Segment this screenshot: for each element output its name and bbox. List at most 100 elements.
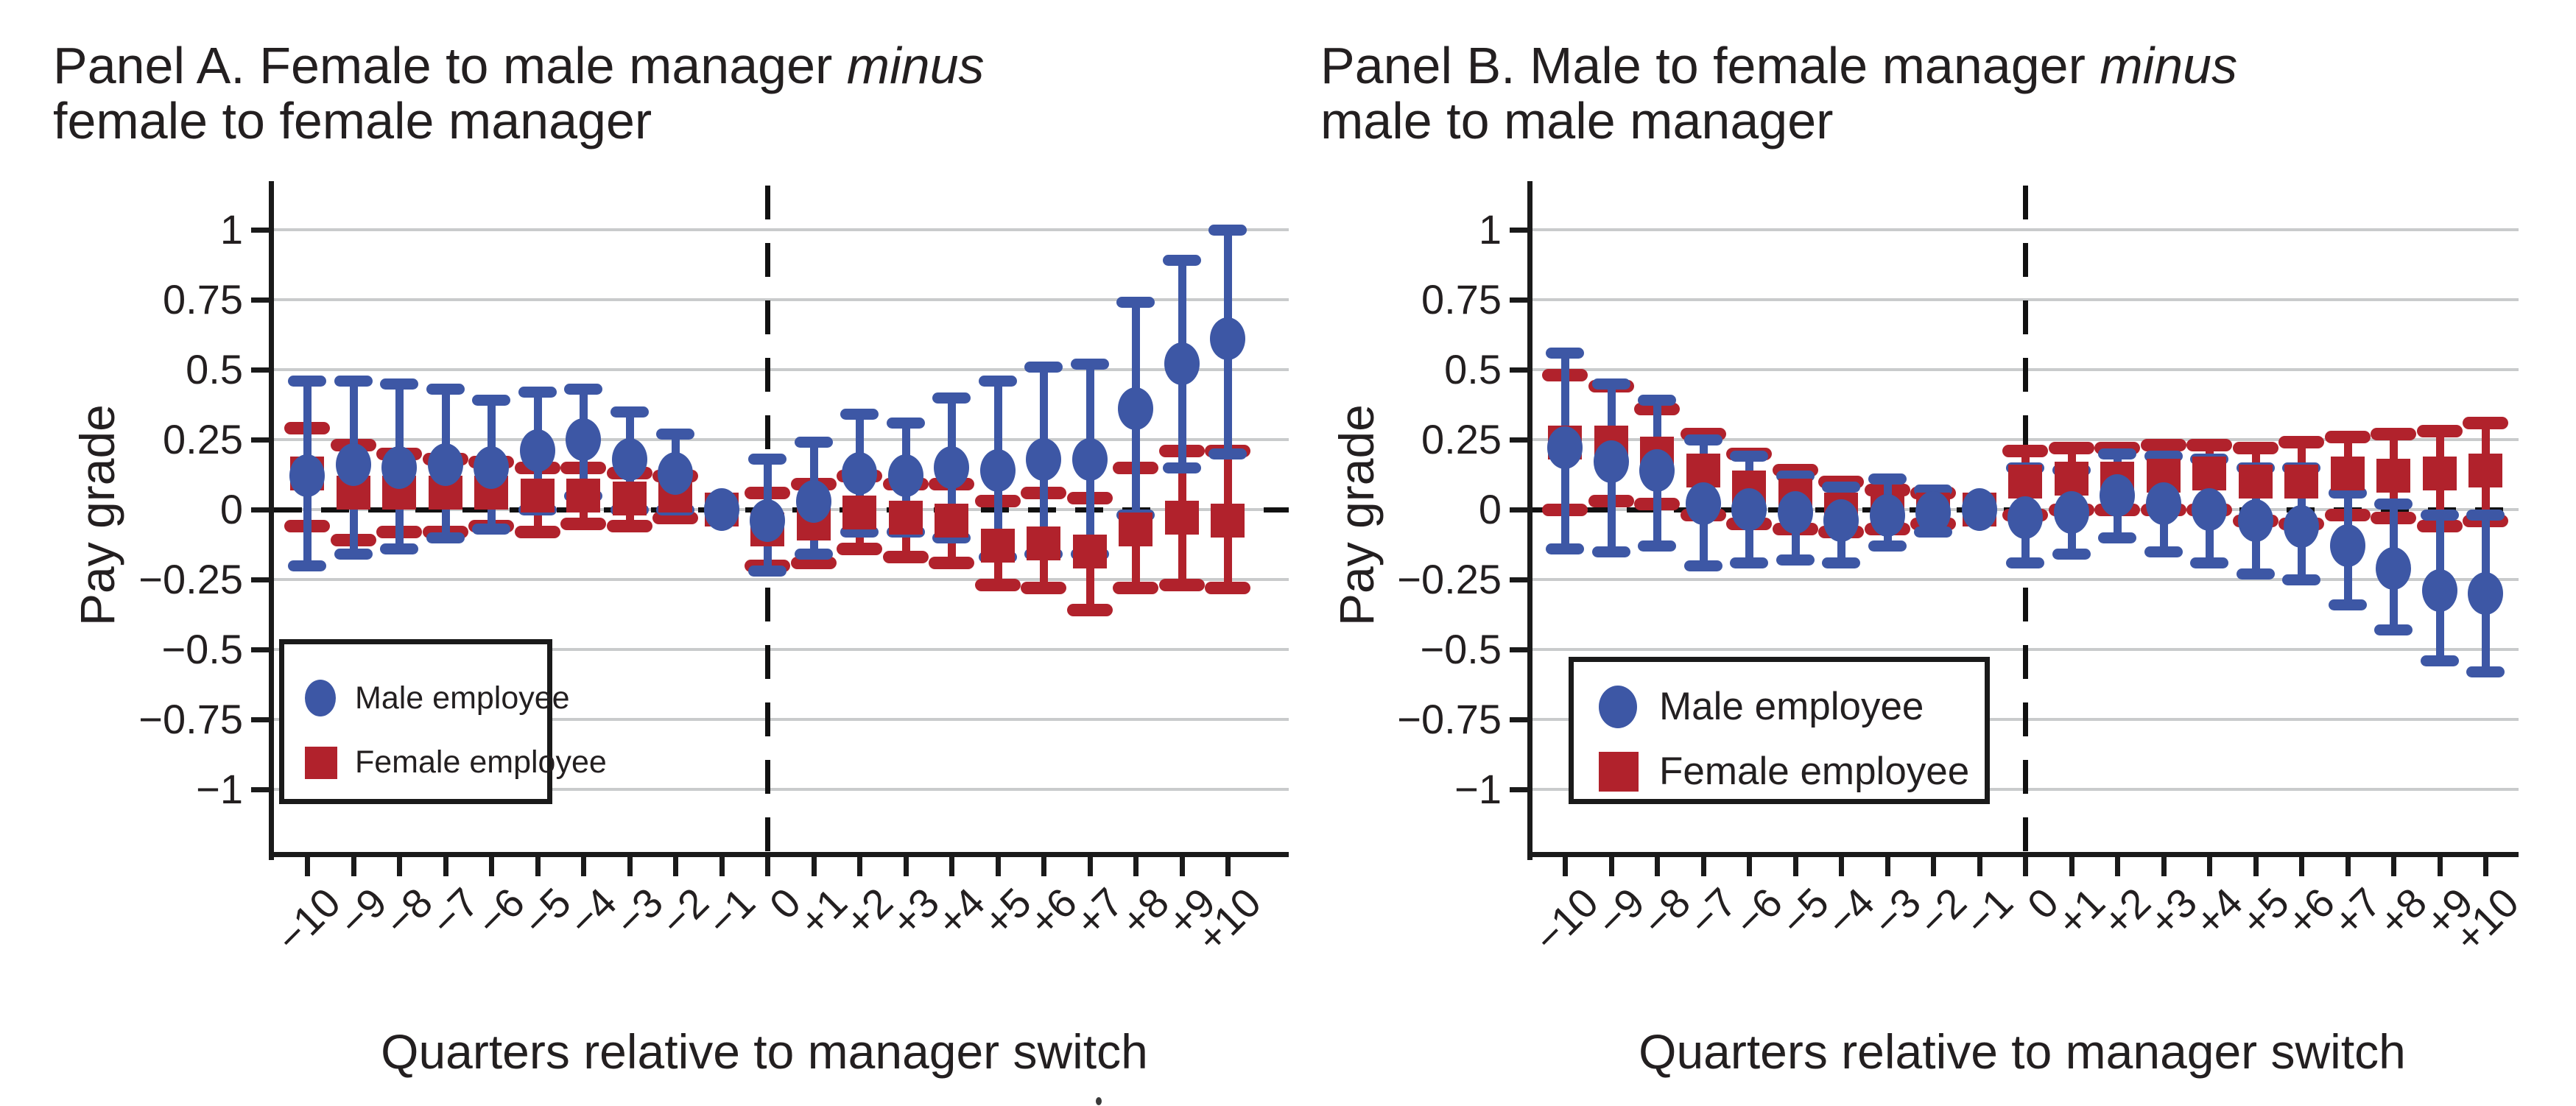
male-error-cap	[1591, 378, 1630, 390]
gridline	[274, 298, 1289, 301]
male-data-point	[1210, 317, 1245, 361]
female-data-point	[2284, 465, 2318, 499]
x-tick	[719, 857, 725, 876]
male-error-cap	[932, 392, 971, 404]
y-tick-label: 0.25	[1421, 416, 1502, 462]
x-axis-line	[1527, 852, 2519, 857]
male-data-point	[1685, 482, 1721, 526]
female-data-point	[2422, 456, 2457, 490]
y-tick-label: −0.75	[1397, 696, 1502, 742]
male-error-cap	[1070, 358, 1109, 370]
x-tick	[2391, 857, 2396, 876]
female-data-point	[980, 529, 1015, 563]
panel-a-title: Panel A. Female to male manager minus fe…	[53, 38, 985, 149]
panel-b-legend: Male employee Female employee	[1569, 657, 1990, 804]
male-data-point	[842, 451, 877, 495]
panel-b-legend-male-row: Male employee	[1599, 684, 1924, 729]
male-data-point	[1026, 437, 1061, 481]
male-error-cap	[2098, 448, 2136, 459]
x-tick	[765, 857, 770, 876]
female-error-cap	[1205, 581, 1250, 594]
male-error-cap	[2006, 557, 2044, 568]
male-error-cap	[1730, 451, 1768, 462]
male-data-point	[1547, 426, 1583, 470]
male-data-point	[2468, 572, 2503, 615]
male-error-cap	[748, 566, 786, 577]
y-tick	[1510, 577, 1527, 582]
female-data-point	[1211, 504, 1245, 538]
male-data-point	[474, 446, 509, 489]
female-data-point	[1072, 535, 1107, 568]
panel-b-title-line1: Panel B. Male to female manager minus	[1320, 37, 2238, 94]
male-error-cap	[1208, 224, 1247, 236]
female-error-cap	[2186, 439, 2232, 452]
male-error-cap	[2466, 666, 2505, 677]
male-data-point	[2329, 524, 2365, 568]
male-error-cap	[978, 375, 1017, 387]
female-error-cap	[2416, 425, 2463, 438]
male-series-legend-marker-icon	[305, 680, 336, 716]
gridline	[274, 648, 1289, 651]
x-tick	[2483, 857, 2488, 876]
female-error-cap	[882, 551, 929, 564]
female-error-cap	[2140, 439, 2186, 452]
male-error-cap	[2420, 655, 2459, 666]
y-tick-label: 0.5	[1444, 346, 1502, 392]
female-data-point	[935, 504, 968, 538]
male-error-cap	[1162, 255, 1201, 267]
male-data-point	[2284, 504, 2319, 548]
x-tick	[949, 857, 954, 876]
female-error-cap	[974, 579, 1021, 592]
female-data-point	[1027, 526, 1060, 560]
y-tick	[1510, 647, 1527, 652]
male-error-cap	[1546, 347, 1584, 359]
male-error-cap	[472, 395, 510, 406]
x-tick	[2023, 857, 2028, 876]
male-data-point	[1071, 437, 1108, 481]
male-data-point	[2007, 496, 2043, 540]
male-error-cap	[1591, 546, 1630, 557]
x-tick	[581, 857, 586, 876]
x-tick	[1608, 857, 1614, 876]
male-data-point	[611, 437, 647, 481]
y-tick	[1510, 507, 1527, 513]
male-error-cap	[2420, 510, 2459, 521]
y-tick-label: 0.75	[163, 276, 243, 323]
female-data-point	[2330, 456, 2365, 490]
male-error-cap	[2282, 574, 2320, 585]
female-data-point	[2468, 453, 2502, 487]
male-error-cap	[334, 549, 373, 560]
male-error-cap	[1683, 560, 1722, 571]
male-data-point	[1961, 488, 1997, 531]
male-data-point	[2421, 569, 2457, 613]
female-series-legend-marker-icon	[1599, 751, 1639, 792]
x-tick	[1087, 857, 1093, 876]
male-series-legend-label: Male employee	[355, 680, 570, 716]
panel-b-title: Panel B. Male to female manager minus ma…	[1320, 38, 2237, 149]
male-data-point	[1777, 490, 1813, 534]
male-error-cap	[426, 532, 465, 543]
male-data-point	[934, 446, 969, 489]
stray-dot	[1096, 1097, 1102, 1105]
x-tick	[1747, 857, 1752, 876]
male-error-cap	[1868, 540, 1907, 552]
male-error-cap	[748, 454, 786, 465]
male-data-point	[566, 418, 601, 461]
y-tick	[1510, 297, 1527, 303]
male-data-point	[658, 451, 693, 495]
x-tick	[627, 857, 633, 876]
male-error-cap	[472, 524, 510, 535]
male-data-point	[1823, 499, 1859, 543]
x-tick	[1885, 857, 1890, 876]
female-data-point	[2008, 465, 2042, 499]
male-data-point	[289, 454, 325, 498]
male-data-point	[1731, 488, 1767, 531]
x-tick	[489, 857, 494, 876]
x-tick	[535, 857, 541, 876]
male-error-cap	[2466, 510, 2505, 521]
y-tick	[1510, 717, 1527, 722]
x-tick	[351, 857, 356, 876]
female-error-cap	[2002, 444, 2048, 457]
x-tick	[2437, 857, 2443, 876]
